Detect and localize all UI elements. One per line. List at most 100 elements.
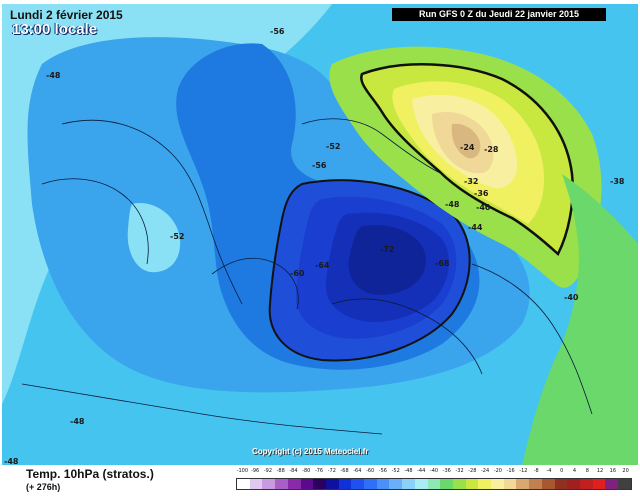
color-scale-swatch xyxy=(351,479,365,489)
color-scale-swatch xyxy=(452,479,466,489)
coastlines xyxy=(21,118,593,435)
color-scale-label: -64 xyxy=(353,468,362,474)
contour-label: -48 xyxy=(70,417,85,426)
color-scale-swatch xyxy=(554,479,568,489)
color-scale-swatch xyxy=(313,479,326,489)
color-scale-label: -36 xyxy=(442,468,451,474)
color-scale-swatch xyxy=(579,479,593,489)
contour-label: -60 xyxy=(290,269,305,278)
forecast-lead-time: (+ 276h) xyxy=(26,482,61,492)
color-scale-label: -80 xyxy=(302,468,311,474)
color-scale-label: -92 xyxy=(263,468,273,474)
color-scale-label: -20 xyxy=(493,468,502,474)
color-scale-swatch xyxy=(275,479,288,489)
color-scale-swatch xyxy=(529,479,542,489)
color-scale-swatch xyxy=(262,479,276,489)
color-scale-label: -72 xyxy=(327,468,336,474)
color-scale-swatch xyxy=(592,479,606,489)
contour-label: -48 xyxy=(46,71,61,80)
contour-label: -72 xyxy=(380,245,394,254)
contour-label: -64 xyxy=(315,261,330,270)
model-run-info: Run GFS 0 Z du Jeudi 22 janvier 2015 xyxy=(392,8,606,21)
contour-label: -40 xyxy=(476,203,491,212)
color-scale-label: -44 xyxy=(417,468,426,474)
contour-band-east-green xyxy=(522,174,638,465)
color-scale-label: -16 xyxy=(506,468,515,474)
contour-label: -56 xyxy=(312,161,327,170)
color-scale-swatch xyxy=(389,479,403,489)
color-scale-swatch xyxy=(300,479,314,489)
contour-label: -68 xyxy=(435,259,450,268)
color-scale-swatch xyxy=(376,479,390,489)
color-scale-label: -40 xyxy=(429,468,439,474)
forecast-local-time: 13:00 locale xyxy=(12,21,98,38)
contour-label: -48 xyxy=(445,200,460,209)
color-scale-label: -68 xyxy=(340,468,349,474)
color-scale-label: -48 xyxy=(404,468,413,474)
color-scale-label: -96 xyxy=(251,468,260,474)
color-scale-label: -28 xyxy=(468,468,477,474)
stratospheric-temperature-map: -56 -48 -52 -56 -60 -64 -72 -68 -52 -48 … xyxy=(2,4,638,465)
coastline-segment xyxy=(61,119,243,305)
color-scale-swatch xyxy=(478,479,492,489)
color-scale-swatch xyxy=(249,479,263,489)
color-scale-label: -76 xyxy=(314,468,324,474)
color-scale-label: -4 xyxy=(546,468,552,474)
coastline-segment xyxy=(41,178,149,265)
color-scale-swatch xyxy=(325,479,339,489)
color-scale-swatch xyxy=(605,479,619,489)
coastline-segment xyxy=(301,118,443,175)
color-scale-swatch xyxy=(338,479,352,489)
contour-core-warm xyxy=(451,123,481,159)
contour-label: -52 xyxy=(326,142,340,151)
color-scale-swatch xyxy=(618,479,631,489)
coastline-segment xyxy=(211,257,299,310)
color-scale-swatch xyxy=(516,479,530,489)
color-scale-labels: -100 -96 -92 -8 8 -84 -80 -76 -72 -68 -64 -60 -56 -52… xyxy=(236,468,632,478)
color-scale-bar xyxy=(236,478,632,490)
contour-label: -38 xyxy=(610,177,625,186)
contour-label: -56 xyxy=(270,27,285,36)
map-footer: Temp. 10hPa (stratos.) (+ 276h) -100 -96-… xyxy=(0,465,640,496)
coastline-segment xyxy=(471,263,593,415)
color-scale-swatch xyxy=(567,479,580,489)
color-scale-swatch xyxy=(503,479,517,489)
color-scale-swatch xyxy=(287,479,301,489)
forecast-date: Lundi 2 février 2015 xyxy=(10,8,123,22)
color-scale-label: -52 xyxy=(391,468,400,474)
color-scale-swatch xyxy=(491,479,504,489)
contour-core-minus72 xyxy=(348,224,427,295)
color-scale-label: 8 xyxy=(585,468,589,474)
contour-label: -32 xyxy=(464,177,478,186)
color-scale-label: 20 xyxy=(622,468,629,474)
color-scale-label: -24 xyxy=(481,468,490,474)
color-scale-label: 4 xyxy=(572,468,577,474)
color-scale-label: -8 xyxy=(533,468,539,474)
contour-label: -44 xyxy=(468,223,483,232)
color-scale-label: 12 xyxy=(596,468,604,474)
color-scale-label: -60 xyxy=(366,468,375,474)
color-scale-label: 0 xyxy=(560,468,564,474)
color-scale-label: -56 xyxy=(378,468,387,474)
color-scale-label: -32 xyxy=(455,468,464,474)
color-scale-swatch xyxy=(427,479,441,489)
contour-label: -36 xyxy=(474,189,489,198)
color-scale-swatch xyxy=(402,479,415,489)
color-scale-swatch xyxy=(440,479,453,489)
color-scale-swatch xyxy=(414,479,428,489)
color-scale-label: -84 xyxy=(289,468,298,474)
copyright-notice: Copyright (c) 2015 Meteociel.fr xyxy=(252,447,369,456)
contour-label: -52 xyxy=(170,232,184,241)
color-scale-label: 16 xyxy=(609,468,617,474)
color-scale-label: -100 xyxy=(236,468,249,474)
color-scale-swatch xyxy=(465,479,479,489)
contour-label: -28 xyxy=(484,145,499,154)
coastline-segment xyxy=(331,298,483,375)
color-scale-swatch xyxy=(237,479,250,489)
contour-label: -40 xyxy=(564,293,579,302)
color-scale-label: -12 xyxy=(519,468,528,474)
color-scale-swatch xyxy=(541,479,555,489)
contour-cell-north-america xyxy=(127,203,181,273)
coastline-segment xyxy=(21,383,383,435)
